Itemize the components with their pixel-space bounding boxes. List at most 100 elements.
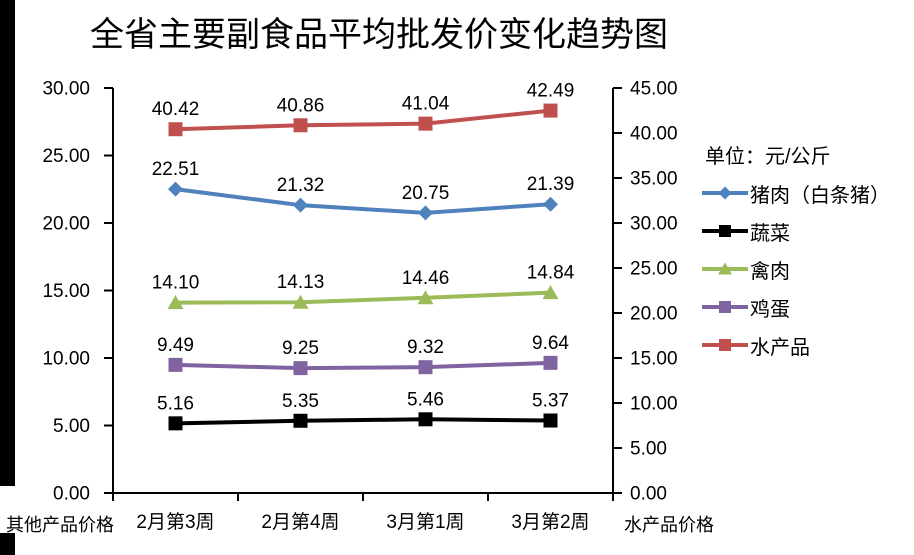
x-axis-category-label: 2月第3周 [136, 511, 214, 533]
series-marker-square [418, 116, 433, 131]
data-label: 5.16 [157, 393, 194, 414]
bottom-left-black-square [0, 533, 15, 555]
left-edge-black-bar [0, 0, 15, 486]
series-marker-triangle [542, 285, 559, 300]
left-axis-tick-label: 15.00 [42, 281, 90, 302]
data-label: 42.49 [527, 81, 575, 102]
series-marker-square [418, 360, 433, 375]
left-axis-tick-label: 5.00 [53, 416, 90, 437]
legend-label: 鸡蛋 [750, 298, 790, 321]
data-label: 20.75 [402, 183, 450, 204]
series-marker-square [418, 412, 433, 427]
data-label: 14.84 [527, 263, 575, 284]
series-line [175, 360, 551, 371]
right-axis-tick-label: 0.00 [630, 484, 667, 505]
series-marker-square [168, 357, 183, 372]
data-label: 14.13 [277, 272, 325, 293]
legend: 猪肉（白条猪） 蔬菜禽肉鸡蛋水产品 [702, 174, 890, 364]
left-axis-tick-label: 0.00 [53, 484, 90, 505]
right-axis-tick-label: 15.00 [630, 349, 678, 370]
x-axis-category-label: 3月第2周 [511, 511, 589, 533]
right-axis-tick-label: 10.00 [630, 394, 678, 415]
data-label: 5.35 [282, 391, 319, 412]
right-axis-tick-label: 35.00 [630, 169, 678, 190]
legend-label: 蔬菜 [750, 222, 790, 245]
series-line [175, 187, 551, 215]
series-marker-triangle [718, 262, 732, 275]
data-label: 9.49 [157, 335, 194, 356]
x-axis-category-label: 3月第1周 [386, 511, 464, 533]
series-鸡蛋: 9.49 9.25 9.32 9.64 [157, 333, 569, 376]
left-axis-tick-label: 20.00 [42, 214, 90, 235]
series-line [175, 417, 551, 426]
right-axis-title: 水产品价格 [624, 515, 714, 535]
unit-label: 单位：元/公斤 [705, 146, 831, 168]
series-line [175, 290, 551, 305]
series-marker-square [293, 361, 308, 376]
data-label: 21.39 [527, 174, 575, 195]
data-label: 9.25 [282, 338, 319, 359]
data-label: 21.32 [277, 175, 325, 196]
series-marker-square [293, 118, 308, 133]
legend-swatch-square-icon [702, 301, 748, 313]
right-axis-tick-label: 45.00 [630, 79, 678, 100]
legend-swatch-square-icon [702, 225, 748, 237]
data-label: 40.86 [277, 95, 325, 116]
series-蔬菜: 5.16 5.35 5.46 5.37 [157, 389, 569, 431]
left-axis-title: 其他产品价格 [6, 515, 114, 535]
right-axis-tick-label: 25.00 [630, 259, 678, 280]
left-axis-tick-label: 30.00 [42, 79, 90, 100]
right-axis-tick-label: 40.00 [630, 124, 678, 145]
legend-swatch-diamond-icon [702, 186, 748, 200]
data-label: 14.10 [152, 273, 200, 294]
left-axis-tick-label: 25.00 [42, 146, 90, 167]
data-label: 9.32 [407, 337, 444, 358]
right-axis-tick-label: 30.00 [630, 214, 678, 235]
series-猪肉（白条猪）: 22.51 21.32 20.75 21.39 [152, 159, 575, 221]
chart-title: 全省主要副食品平均批发价变化趋势图 [90, 17, 668, 54]
series-marker-diamond [718, 186, 732, 200]
legend-item: 蔬菜 [702, 212, 890, 250]
series-marker-square [543, 413, 558, 428]
x-axis-category-label: 2月第4周 [261, 511, 339, 533]
series-水产品: 40.42 40.86 41.04 42.49 [152, 81, 575, 137]
series-marker-square [719, 301, 731, 313]
series-marker-square [168, 416, 183, 431]
data-label: 9.64 [532, 333, 569, 354]
right-axis-tick-label: 5.00 [630, 439, 667, 460]
data-label: 5.46 [407, 389, 444, 410]
legend-item: 猪肉（白条猪） [702, 174, 890, 212]
series-marker-diamond [418, 205, 433, 221]
series-marker-triangle [167, 295, 184, 310]
series-marker-square [543, 103, 558, 118]
left-axis-tick-label: 10.00 [42, 349, 90, 370]
right-axis-tick-label: 20.00 [630, 304, 678, 325]
data-label: 41.04 [402, 94, 450, 115]
series-禽肉: 14.10 14.13 14.46 14.84 [152, 263, 575, 310]
series-marker-triangle [417, 290, 434, 305]
legend-item: 禽肉 [702, 250, 890, 288]
legend-label: 水产品 [750, 336, 810, 359]
series-marker-square [168, 122, 183, 137]
legend-item: 水产品 [702, 326, 890, 364]
axes: 0.00 5.00 10.00 15.00 20.00 25.00 30.00 0.00 5.0… [42, 79, 677, 534]
legend-swatch-square-icon [702, 339, 748, 351]
data-label: 22.51 [152, 159, 200, 180]
series-marker-square [719, 225, 731, 237]
series-marker-diamond [168, 181, 183, 197]
series-marker-square [293, 413, 308, 428]
legend-label: 猪肉（白条猪） [750, 184, 890, 207]
series-marker-triangle [292, 294, 309, 309]
series-marker-diamond [293, 197, 308, 213]
series-line [175, 108, 551, 132]
data-label: 5.37 [532, 391, 569, 412]
series-marker-square [543, 355, 558, 370]
data-label: 40.42 [152, 99, 200, 120]
legend-swatch-triangle-icon [702, 262, 748, 275]
series-marker-square [719, 339, 731, 351]
legend-label: 禽肉 [750, 260, 790, 283]
series-marker-diamond [543, 196, 558, 212]
legend-item: 鸡蛋 [702, 288, 890, 326]
